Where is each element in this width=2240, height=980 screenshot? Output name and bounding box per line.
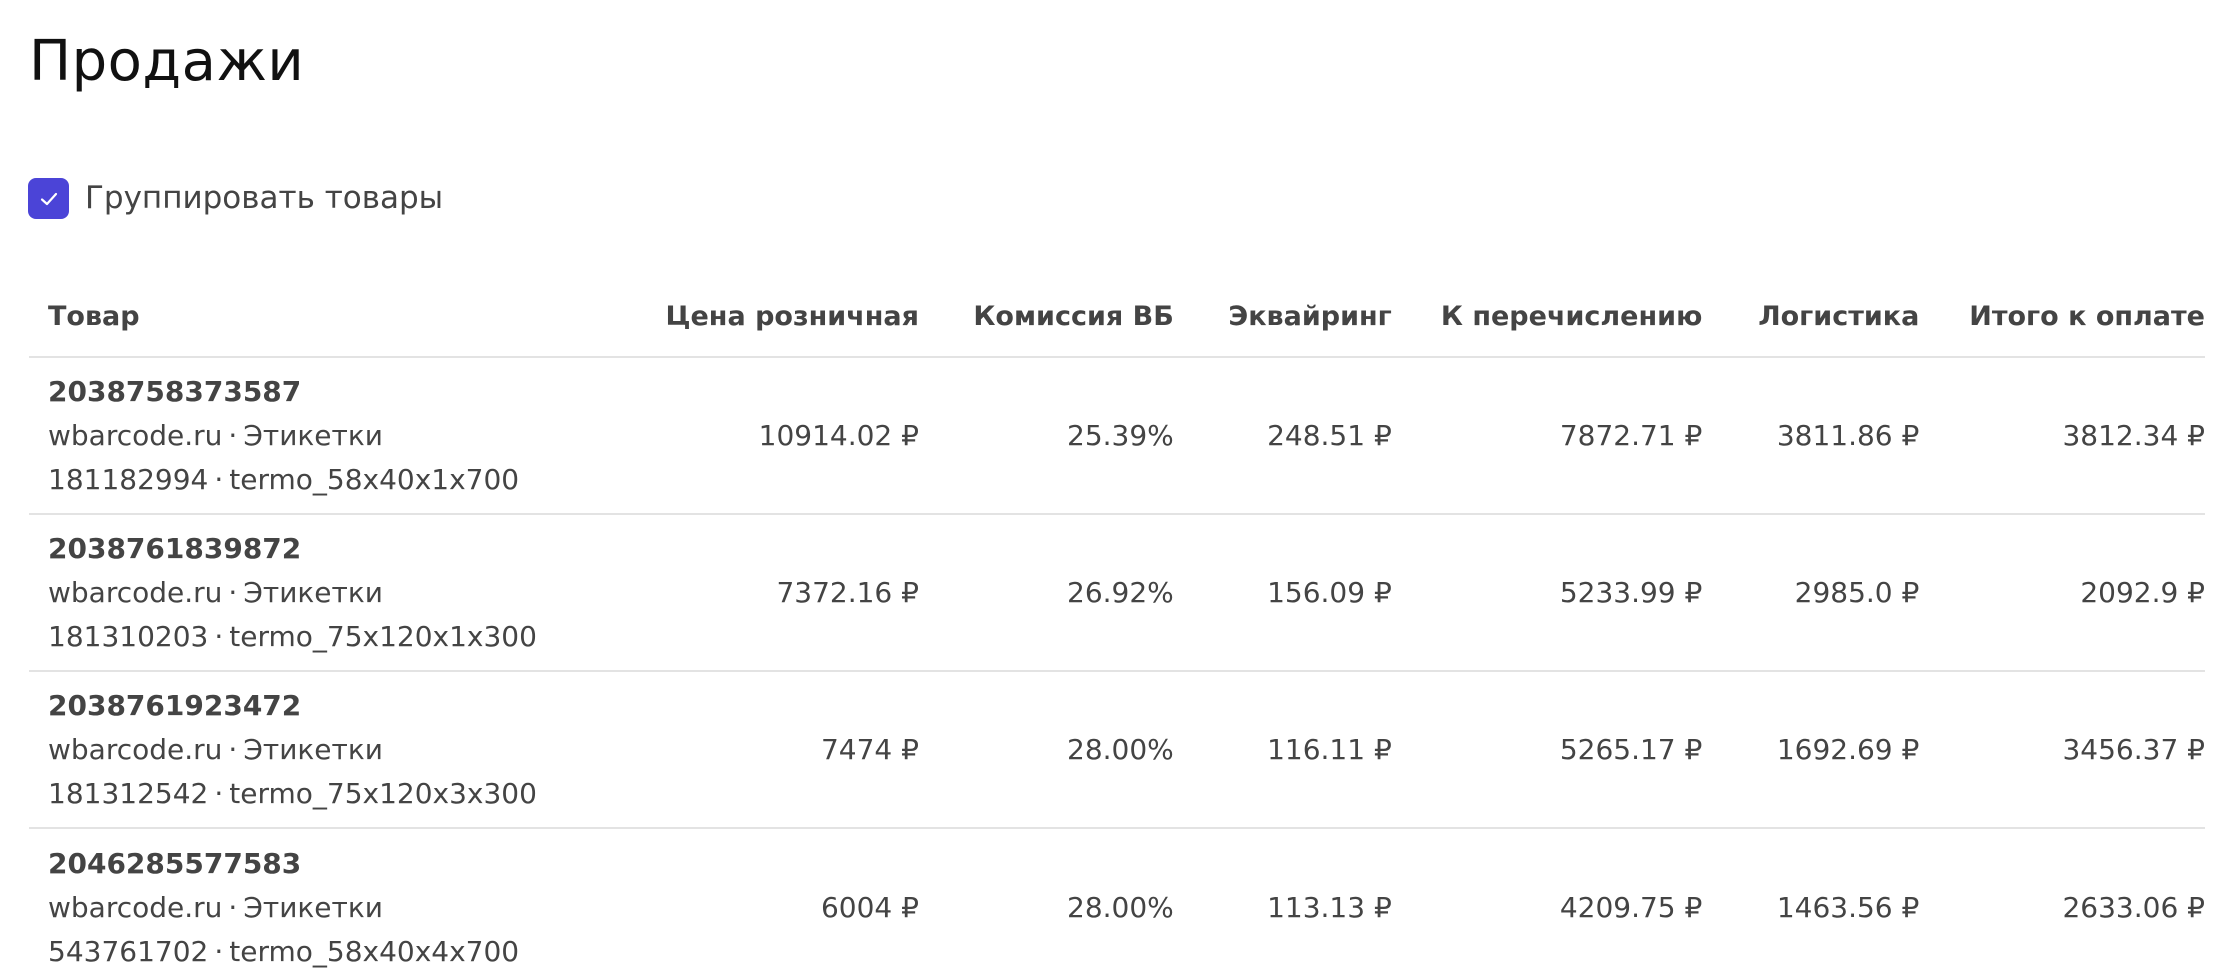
product-sku: 2038758373587 [48, 374, 302, 408]
product-sku: 2038761923472 [48, 688, 302, 722]
product-variant: termo_75x120x1x300 [229, 619, 537, 653]
transfer-value: 4209.75 ₽ [1559, 891, 1703, 924]
total-value: 2092.9 ₽ [2080, 576, 2205, 609]
page-title: Продажи [29, 29, 305, 94]
separator-dot: · [228, 575, 238, 609]
product-category: Этикетки [243, 418, 383, 452]
separator-dot: · [228, 418, 238, 452]
product-cell: 2038761839872 wbarcode.ru · Этикетки 18131… [29, 527, 646, 659]
product-article: 543761702 [48, 934, 209, 968]
acquiring-value: 113.13 ₽ [1267, 891, 1392, 924]
product-variant: termo_58x40x4x700 [229, 934, 520, 968]
separator-dot: · [214, 619, 224, 653]
product-variant: termo_75x120x3x300 [229, 776, 537, 810]
product-cell: 2038761923472 wbarcode.ru · Этикетки 18131… [29, 684, 646, 816]
separator-dot: · [228, 732, 238, 766]
acquiring-value: 156.09 ₽ [1267, 576, 1392, 609]
product-brand: wbarcode.ru [48, 732, 223, 766]
product-sku: 2038761839872 [48, 531, 302, 565]
product-category: Этикетки [243, 732, 383, 766]
column-header-product[interactable]: Товар [48, 300, 140, 332]
separator-dot: · [214, 776, 224, 810]
total-value: 3812.34 ₽ [2062, 419, 2205, 452]
logistics-value: 1692.69 ₽ [1776, 733, 1920, 766]
product-category: Этикетки [243, 890, 383, 924]
check-icon [40, 192, 57, 205]
table-row[interactable]: 2038761839872 wbarcode.ru · Этикетки 18131… [29, 515, 2205, 672]
logistics-value: 2985.0 ₽ [1794, 576, 1920, 609]
product-brand: wbarcode.ru [48, 575, 223, 609]
product-brand-line: wbarcode.ru · Этикетки [48, 886, 646, 930]
product-article: 181310203 [48, 619, 209, 653]
product-category: Этикетки [243, 575, 383, 609]
product-article-line: 181310203 · termo_75x120x1x300 [48, 615, 646, 659]
total-value: 2633.06 ₽ [2062, 891, 2205, 924]
table-row[interactable]: 2038761923472 wbarcode.ru · Этикетки 18131… [29, 672, 2205, 829]
column-header-total-payment[interactable]: Итого к оплате [1969, 300, 2205, 332]
product-brand-line: wbarcode.ru · Этикетки [48, 414, 646, 458]
logistics-value: 3811.86 ₽ [1776, 419, 1920, 452]
separator-dot: · [214, 462, 224, 496]
commission-value: 28.00% [1067, 733, 1174, 766]
product-article-line: 181312542 · termo_75x120x3x300 [48, 772, 646, 816]
product-brand-line: wbarcode.ru · Этикетки [48, 571, 646, 615]
separator-dot: · [214, 934, 224, 968]
commission-value: 28.00% [1067, 891, 1174, 924]
group-products-label: Группировать товары [85, 180, 444, 216]
separator-dot: · [228, 890, 238, 924]
group-products-toggle[interactable]: Группировать товары [28, 178, 443, 219]
product-variant: termo_58x40x1x700 [229, 462, 520, 496]
product-brand: wbarcode.ru [48, 418, 223, 452]
product-article-line: 181182994 · termo_58x40x1x700 [48, 458, 646, 502]
commission-value: 26.92% [1067, 576, 1174, 609]
column-header-to-transfer[interactable]: К перечислению [1440, 300, 1703, 332]
retail-price-value: 6004 ₽ [820, 891, 919, 924]
column-header-retail-price[interactable]: Цена розничная [665, 300, 919, 332]
product-brand: wbarcode.ru [48, 890, 223, 924]
table-row[interactable]: 2038758373587 wbarcode.ru · Этикетки 18118… [29, 358, 2205, 515]
product-article-line: 543761702 · termo_58x40x4x700 [48, 930, 646, 974]
product-cell: 2046285577583 wbarcode.ru · Этикетки 54376… [29, 842, 646, 974]
transfer-value: 5265.17 ₽ [1559, 733, 1703, 766]
column-header-wb-commission[interactable]: Комиссия ВБ [973, 300, 1174, 332]
retail-price-value: 7474 ₽ [820, 733, 919, 766]
product-article: 181182994 [48, 462, 209, 496]
total-value: 3456.37 ₽ [2062, 733, 2205, 766]
table-row[interactable]: 2046285577583 wbarcode.ru · Этикетки 54376… [29, 829, 2205, 980]
acquiring-value: 116.11 ₽ [1267, 733, 1392, 766]
retail-price-value: 10914.02 ₽ [758, 419, 919, 452]
sales-table: Товар Цена розничная Комиссия ВБ Эквайри… [29, 276, 2205, 980]
table-header: Товар Цена розничная Комиссия ВБ Эквайри… [29, 276, 2205, 358]
retail-price-value: 7372.16 ₽ [776, 576, 919, 609]
column-header-acquiring[interactable]: Эквайринг [1228, 300, 1392, 332]
group-products-checkbox[interactable] [28, 178, 69, 219]
column-header-logistics[interactable]: Логистика [1758, 300, 1920, 332]
product-article: 181312542 [48, 776, 209, 810]
transfer-value: 7872.71 ₽ [1559, 419, 1703, 452]
product-brand-line: wbarcode.ru · Этикетки [48, 728, 646, 772]
product-cell: 2038758373587 wbarcode.ru · Этикетки 18118… [29, 370, 646, 502]
commission-value: 25.39% [1067, 419, 1174, 452]
logistics-value: 1463.56 ₽ [1776, 891, 1920, 924]
acquiring-value: 248.51 ₽ [1267, 419, 1392, 452]
product-sku: 2046285577583 [48, 846, 302, 880]
transfer-value: 5233.99 ₽ [1559, 576, 1703, 609]
